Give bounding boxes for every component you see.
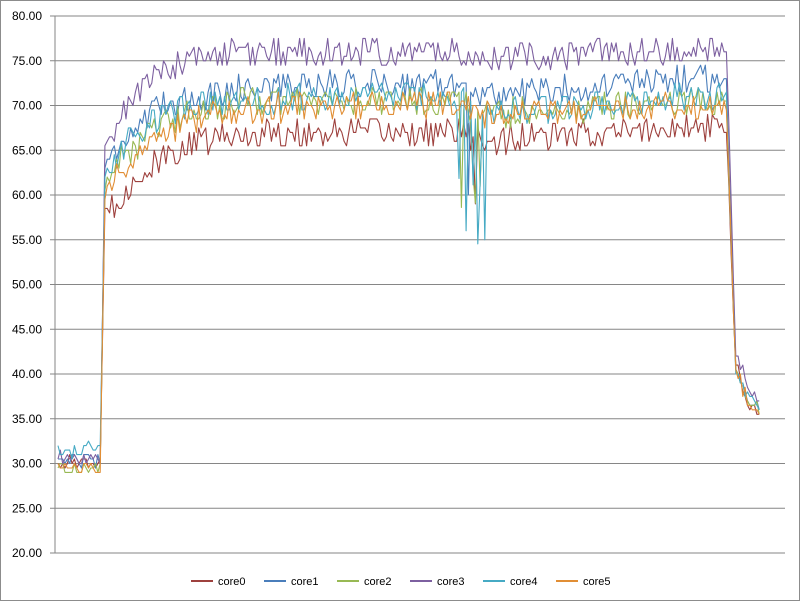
y-tick-label: 45.00 bbox=[12, 322, 42, 336]
legend-label-core0: core0 bbox=[218, 576, 246, 588]
legend: core0 core1 core2 core3 core4 core5 bbox=[191, 576, 611, 588]
y-tick-label: 75.00 bbox=[12, 54, 42, 68]
y-tick-label: 30.00 bbox=[12, 457, 42, 471]
series-line-core5 bbox=[57, 91, 760, 473]
legend-label-core4: core4 bbox=[510, 576, 538, 588]
y-tick-label: 55.00 bbox=[12, 233, 42, 247]
series-line-core4 bbox=[57, 82, 760, 460]
y-tick-label: 65.00 bbox=[12, 143, 42, 157]
legend-label-core2: core2 bbox=[364, 576, 392, 588]
y-tick-label: 25.00 bbox=[12, 501, 42, 515]
y-tick-label: 80.00 bbox=[12, 9, 42, 23]
series-line-core2 bbox=[57, 87, 760, 473]
series-line-core3 bbox=[57, 37, 760, 465]
legend-label-core5: core5 bbox=[583, 576, 611, 588]
axes bbox=[50, 15, 785, 554]
legend-label-core1: core1 bbox=[291, 576, 319, 588]
series-line-core0 bbox=[57, 113, 760, 469]
series-lines bbox=[57, 37, 760, 473]
y-tick-label: 20.00 bbox=[12, 546, 42, 560]
y-tick-label: 50.00 bbox=[12, 278, 42, 292]
y-tick-label: 40.00 bbox=[12, 367, 42, 381]
y-tick-label: 70.00 bbox=[12, 99, 42, 113]
y-tick-label: 60.00 bbox=[12, 188, 42, 202]
y-tick-label: 35.00 bbox=[12, 412, 42, 426]
legend-label-core3: core3 bbox=[437, 576, 465, 588]
y-tick-labels: 20.00 25.00 30.00 35.00 40.00 45.00 50.00 55.00… bbox=[12, 9, 42, 560]
